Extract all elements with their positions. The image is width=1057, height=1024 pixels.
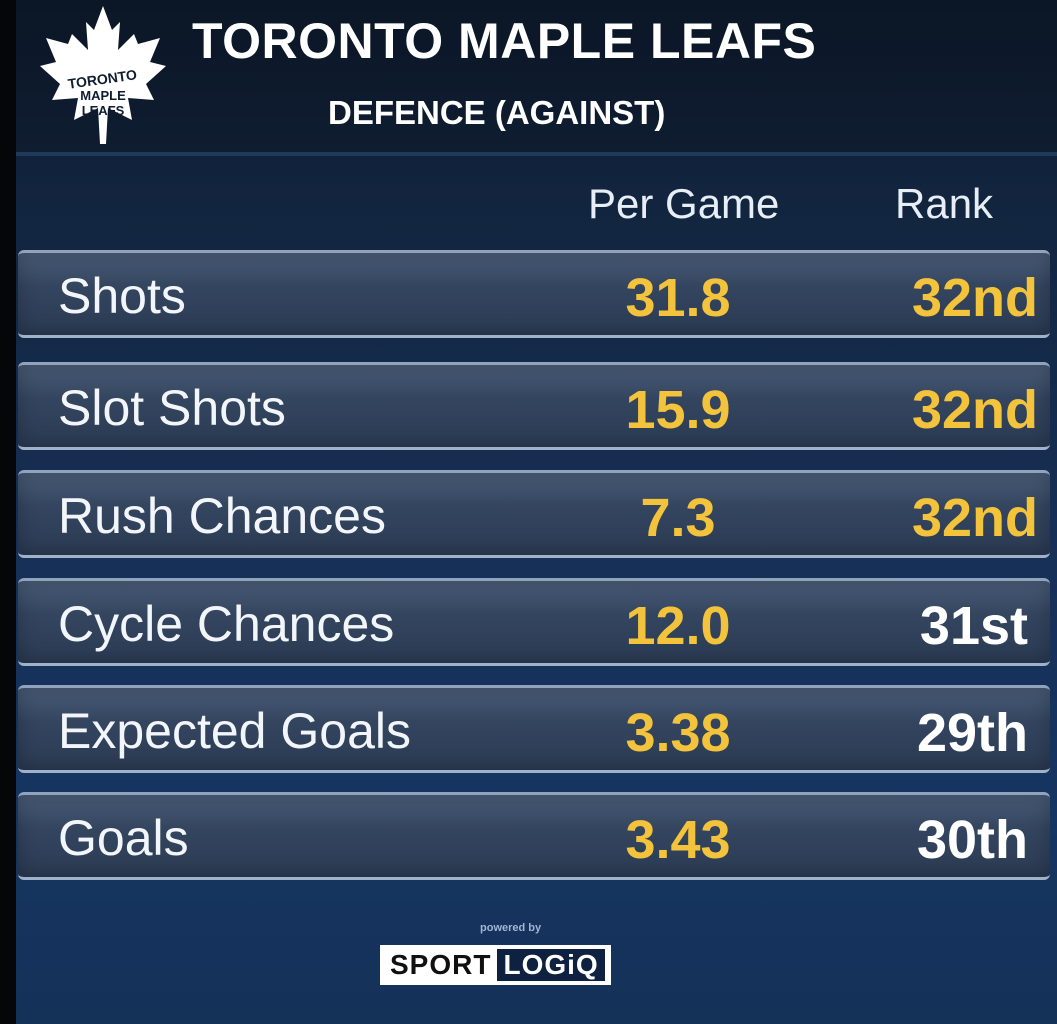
page-title: TORONTO MAPLE LEAFS [192, 13, 817, 69]
row-per-game: 3.38 [625, 703, 731, 763]
header-divider [16, 152, 1057, 156]
table-row: Rush Chances 7.3 32nd [18, 470, 1050, 558]
left-border [0, 0, 16, 1024]
table-row: Cycle Chances 12.0 31st [18, 578, 1050, 666]
powered-by-label: powered by [480, 922, 542, 934]
column-header-per-game: Per Game [588, 180, 780, 227]
sportlogiq-logo: SPORT LOGiQ [380, 945, 611, 985]
row-rank: 32nd [911, 268, 1038, 328]
page-subtitle: DEFENCE (AGAINST) [328, 94, 666, 131]
row-rank: 31st [919, 596, 1028, 656]
row-label: Shots [58, 268, 186, 324]
table-row: Expected Goals 3.38 29th [18, 685, 1050, 773]
stats-graphic: TORONTO MAPLE LEAFS TORONTO MAPLE LEAFS … [16, 0, 1057, 1024]
row-per-game: 7.3 [640, 488, 716, 548]
row-per-game: 3.43 [625, 810, 731, 870]
row-rank: 32nd [911, 488, 1038, 548]
row-per-game: 12.0 [625, 596, 731, 656]
row-label: Rush Chances [58, 488, 386, 544]
row-rank: 32nd [911, 380, 1038, 440]
table-row: Slot Shots 15.9 32nd [18, 362, 1050, 450]
table-row: Goals 3.43 30th [18, 792, 1050, 880]
column-header-rank: Rank [895, 180, 994, 227]
maple-leaf-icon: TORONTO MAPLE LEAFS [40, 6, 166, 144]
brand-logiq-text: LOGiQ [497, 949, 605, 981]
header: TORONTO MAPLE LEAFS TORONTO MAPLE LEAFS … [16, 0, 1057, 152]
row-label: Cycle Chances [58, 596, 395, 652]
row-per-game: 15.9 [625, 380, 731, 440]
row-per-game: 31.8 [625, 268, 731, 328]
svg-text:LEAFS: LEAFS [82, 103, 125, 118]
svg-text:MAPLE: MAPLE [80, 88, 126, 103]
table-row: Shots 31.8 32nd [18, 250, 1050, 338]
row-rank: 29th [916, 703, 1028, 763]
brand-sport-text: SPORT [390, 949, 492, 980]
row-rank: 30th [916, 810, 1028, 870]
row-label: Goals [58, 810, 189, 866]
row-label: Expected Goals [58, 703, 411, 759]
row-label: Slot Shots [58, 380, 286, 436]
